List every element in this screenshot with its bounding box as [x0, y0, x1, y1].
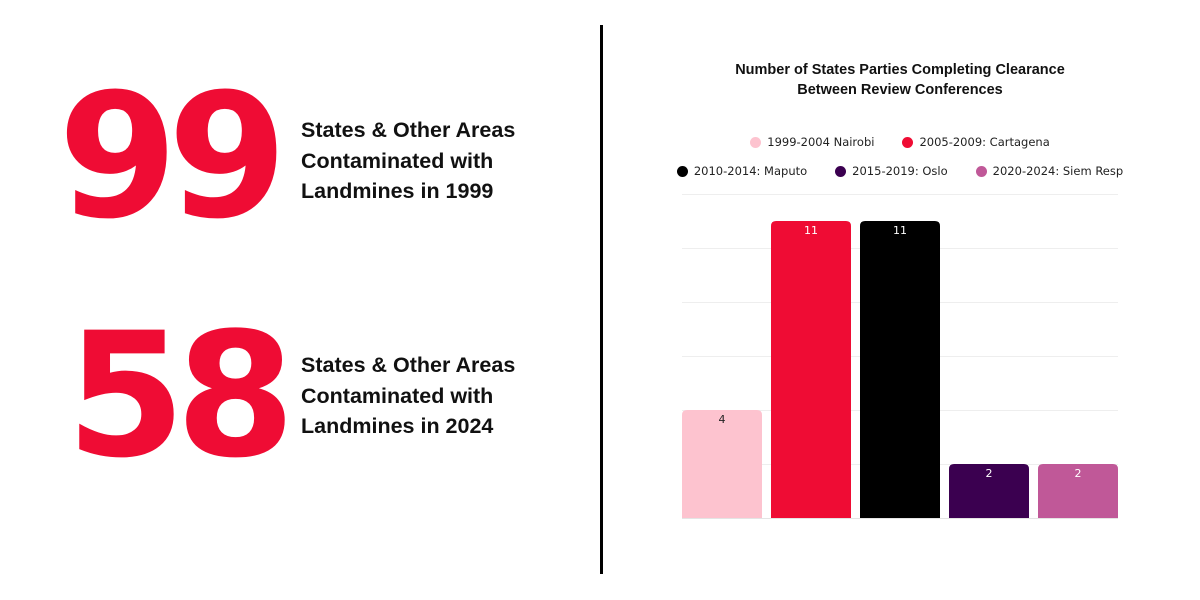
- stat-number: 99: [58, 56, 287, 257]
- bar[interactable]: [1038, 464, 1118, 518]
- legend-dot-icon: [835, 165, 847, 177]
- legend-dot-icon: [975, 165, 987, 177]
- legend-item[interactable]: 2020-2024: Siem Resp: [975, 164, 1124, 178]
- legend-item[interactable]: 1999-2004 Nairobi: [750, 135, 874, 149]
- bar[interactable]: [682, 410, 762, 518]
- chart-title: Number of States Parties Completing Clea…: [690, 60, 1110, 100]
- stat-description-line: Landmines in 1999: [301, 179, 494, 203]
- stat-description-line: States & Other Areas: [301, 353, 516, 377]
- chart-legend-row: 2010-2014: Maputo 2015-2019: Oslo 2020-2…: [660, 164, 1140, 178]
- legend-dot-icon: [750, 136, 762, 148]
- stat-number: 58: [66, 295, 295, 496]
- bar-data-label: 11: [893, 224, 907, 237]
- chart-title-line: Number of States Parties Completing Clea…: [735, 62, 1065, 78]
- stat-description-line: Contaminated with: [301, 148, 494, 173]
- bar-data-label: 2: [986, 467, 993, 480]
- stat-block-1999: 99 States & Other Areas Contaminated wit…: [0, 71, 590, 243]
- bar-data-label: 2: [1075, 467, 1082, 480]
- bar-data-label: 4: [719, 413, 726, 426]
- bar-data-label: 11: [804, 224, 818, 237]
- legend-dot-icon: [676, 165, 688, 177]
- bar[interactable]: [860, 221, 940, 518]
- bar[interactable]: [949, 464, 1029, 518]
- legend-label: 1999-2004 Nairobi: [767, 135, 875, 149]
- legend-label: 2015-2019: Oslo: [852, 164, 948, 178]
- stat-description-line: Contaminated with: [301, 383, 494, 408]
- legend-item[interactable]: 2015-2019: Oslo: [835, 164, 948, 178]
- stat-description-line: States & Other Areas: [301, 118, 516, 142]
- legend-item[interactable]: 2010-2014: Maputo: [676, 164, 808, 178]
- bar[interactable]: [771, 221, 851, 518]
- chart-title-line: Between Review Conferences: [797, 82, 1003, 98]
- stat-description: States & Other Areas Contaminated with L…: [301, 350, 561, 442]
- stat-description: States & Other Areas Contaminated with L…: [301, 115, 561, 207]
- chart-legend-row: 1999-2004 Nairobi 2005-2009: Cartagena: [660, 135, 1140, 149]
- legend-dot-icon: [902, 136, 914, 148]
- legend-label: 2020-2024: Siem Resp: [992, 164, 1124, 178]
- vertical-divider: [600, 25, 603, 574]
- legend-label: 2005-2009: Cartagena: [919, 135, 1050, 149]
- stat-description-line: Landmines in 2024: [301, 414, 494, 438]
- legend-item[interactable]: 2005-2009: Cartagena: [902, 135, 1050, 149]
- legend-label: 2010-2014: Maputo: [693, 164, 808, 178]
- stat-block-2024: 58 States & Other Areas Contaminated wit…: [0, 310, 590, 482]
